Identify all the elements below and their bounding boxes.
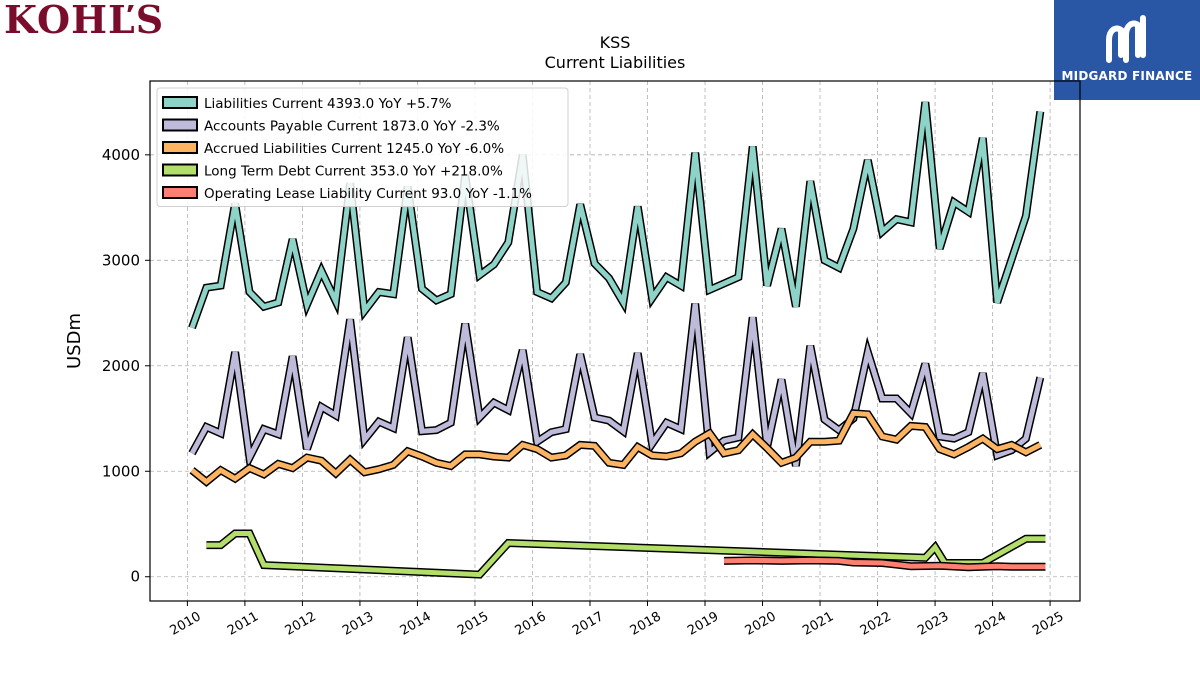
midgard-emblem-icon [1106, 15, 1146, 63]
x-tick-label: 2022 [858, 609, 894, 639]
x-tick-label: 2021 [800, 609, 836, 639]
x-tick-label: 2023 [915, 609, 951, 639]
x-tick-label: 2011 [225, 609, 261, 639]
series-liabilities_current [188, 101, 1045, 330]
legend-swatch [162, 186, 198, 199]
y-tick-label: 3000 [102, 251, 140, 269]
x-tick-label: 2025 [1030, 609, 1066, 639]
x-tick-label: 2020 [743, 609, 779, 639]
x-tick-label: 2024 [973, 609, 1009, 639]
midgard-finance-wordmark: MIDGARD FINANCE [1061, 69, 1193, 83]
x-tick-label: 2014 [398, 609, 434, 639]
x-tick-label: 2016 [513, 609, 549, 639]
x-tick-label: 2012 [283, 609, 319, 639]
series-outline [188, 303, 1045, 471]
x-tick-label: 2010 [168, 609, 204, 639]
series-line [190, 410, 1042, 486]
plot-frame [149, 80, 1081, 602]
kohls-logo: KOHĽS [4, 0, 165, 42]
y-tick-label: 0 [130, 568, 140, 586]
x-tick-label: 2017 [570, 609, 606, 639]
x-tick-label: 2019 [685, 609, 721, 639]
legend-label: Long Term Debt Current 353.0 YoY +218.0% [204, 164, 503, 180]
series-line [723, 557, 1046, 570]
series-accounts_payable [188, 303, 1045, 471]
y-tick-label: 1000 [102, 462, 140, 480]
midgard-finance-logo: MIDGARD FINANCE [1054, 0, 1200, 100]
legend-swatch [162, 163, 198, 177]
legend-swatch [162, 141, 198, 154]
x-tick-label: 2015 [455, 609, 491, 639]
y-tick-label: 4000 [102, 146, 140, 164]
legend: Liabilities Current 4393.0 YoY +5.7% Acco… [156, 87, 569, 207]
series-lines [188, 101, 1046, 579]
x-tick-label: 2018 [628, 609, 664, 639]
legend-box [156, 87, 569, 207]
series-accrued_liabilities [189, 409, 1043, 487]
x-tick-label: 2013 [340, 609, 376, 639]
legend-label: Accrued Liabilities Current 1245.0 YoY -… [204, 141, 504, 157]
legend-swatch [162, 96, 198, 109]
series-line [189, 101, 1043, 329]
series-operating_lease [723, 556, 1046, 572]
y-tick-label: 2000 [102, 357, 140, 375]
series-line [189, 303, 1043, 467]
legend-label: Accounts Payable Current 1873.0 YoY -2.3… [204, 119, 500, 135]
legend-label: Operating Lease Liability Current 93.0 Y… [204, 186, 532, 202]
chart-title: KSS [600, 33, 631, 52]
legend-swatch [162, 118, 198, 132]
y-axis-label: USDm [64, 313, 85, 369]
chart-subtitle: Current Liabilities [545, 53, 686, 72]
legend-label: Liabilities Current 4393.0 YoY +5.7% [204, 96, 452, 112]
